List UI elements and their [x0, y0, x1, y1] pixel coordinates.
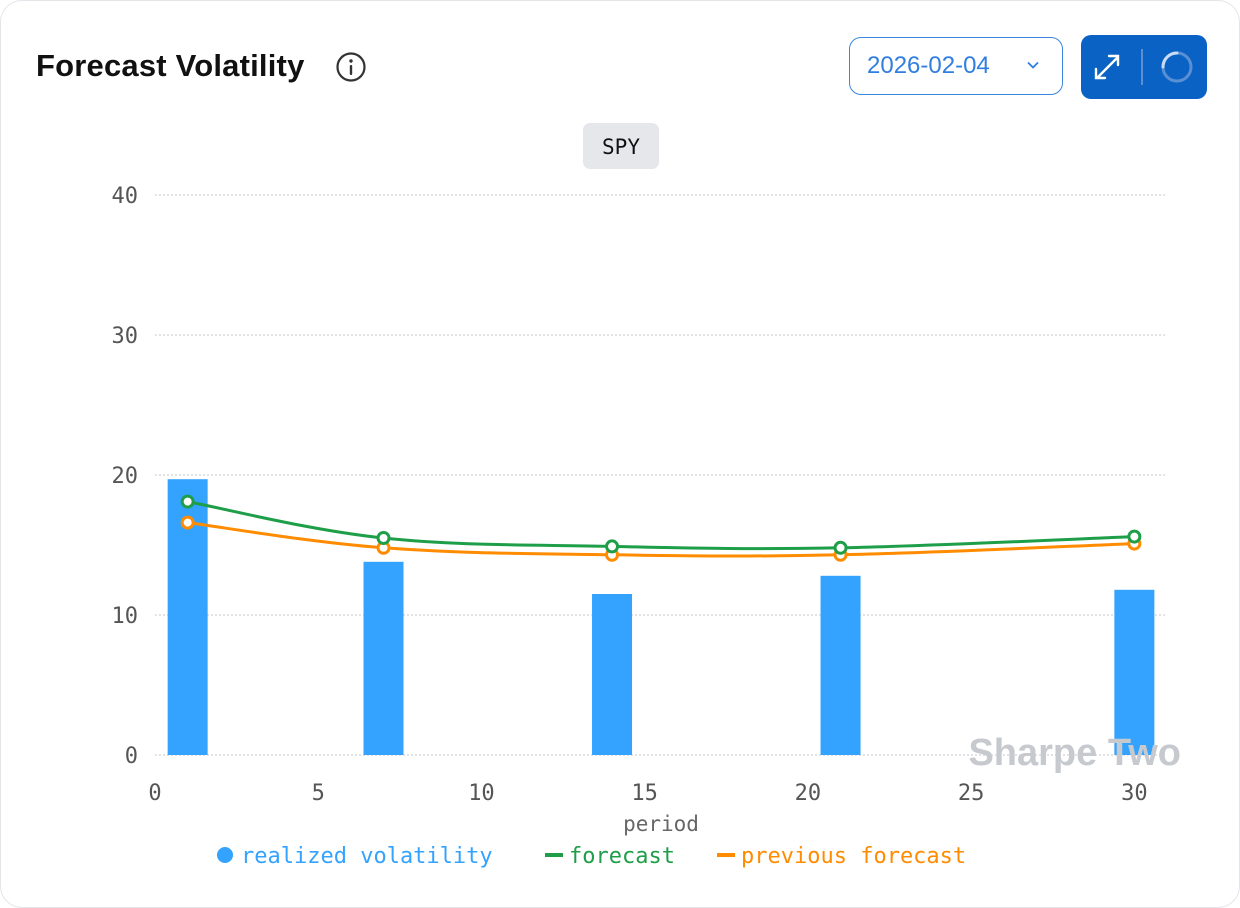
- legend-label-forecast: forecast: [569, 844, 675, 869]
- y-tick-label: 20: [112, 464, 139, 489]
- date-select[interactable]: 2026-02-04: [849, 37, 1063, 95]
- x-tick-label: 20: [795, 781, 822, 806]
- legend-label-realized-volatility: realized volatility: [241, 844, 493, 869]
- forecast-point: [605, 539, 620, 554]
- realized-volatility-bar: [363, 561, 404, 755]
- y-tick-label: 30: [112, 324, 139, 349]
- legend-marker-forecast: [545, 853, 563, 857]
- watermark: Sharpe Two: [968, 732, 1181, 774]
- legend-label-previous-forecast: previous forecast: [741, 844, 966, 869]
- date-select-value: 2026-02-04: [867, 52, 990, 79]
- x-tick-label: 0: [148, 781, 161, 806]
- x-tick-label: 25: [958, 781, 985, 806]
- forecast-point: [1127, 529, 1142, 544]
- forecast-lines: [180, 494, 1142, 562]
- card-title: Forecast Volatility: [36, 48, 305, 83]
- expand-icon: [1094, 54, 1120, 80]
- chart-title-badge: SPY: [583, 123, 659, 169]
- realized-volatility-bar: [820, 575, 861, 755]
- info-icon[interactable]: [335, 51, 367, 83]
- loading-spinner-icon: [1161, 51, 1193, 83]
- realized-volatility-bar: [592, 594, 633, 755]
- realized-volatility-bar: [1114, 589, 1155, 755]
- chart-actions: [1081, 35, 1207, 99]
- y-tick-label: 0: [125, 744, 138, 769]
- previous-forecast-point: [180, 515, 195, 530]
- y-tick-label: 10: [112, 604, 139, 629]
- x-tick-label: 30: [1121, 781, 1148, 806]
- realized-volatility-bars: [167, 479, 1155, 755]
- grid-lines: [155, 194, 1167, 756]
- previous-forecast-line: [187, 521, 1135, 558]
- x-tick-label: 5: [312, 781, 325, 806]
- forecast-point: [833, 540, 848, 555]
- legend-marker-previous-forecast: [717, 853, 735, 857]
- x-tick-label: 10: [468, 781, 495, 806]
- expand-button[interactable]: [1081, 35, 1141, 99]
- axes: 0 10 20 30 40 0 5 10 15 20 25 30: [112, 184, 1148, 806]
- chart-title: SPY: [602, 135, 640, 159]
- legend: realized volatility forecast previous fore…: [217, 844, 966, 869]
- legend-marker-realized-volatility: [217, 847, 233, 863]
- forecast-point: [180, 494, 195, 509]
- refresh-button[interactable]: [1143, 35, 1203, 99]
- forecast-line: [187, 500, 1135, 551]
- forecast-point: [376, 531, 391, 545]
- y-tick-label: 40: [112, 184, 139, 209]
- button-divider: [1141, 49, 1143, 85]
- chevron-down-icon: [1027, 61, 1039, 69]
- x-axis-label: period: [623, 812, 699, 836]
- x-tick-label: 15: [631, 781, 658, 806]
